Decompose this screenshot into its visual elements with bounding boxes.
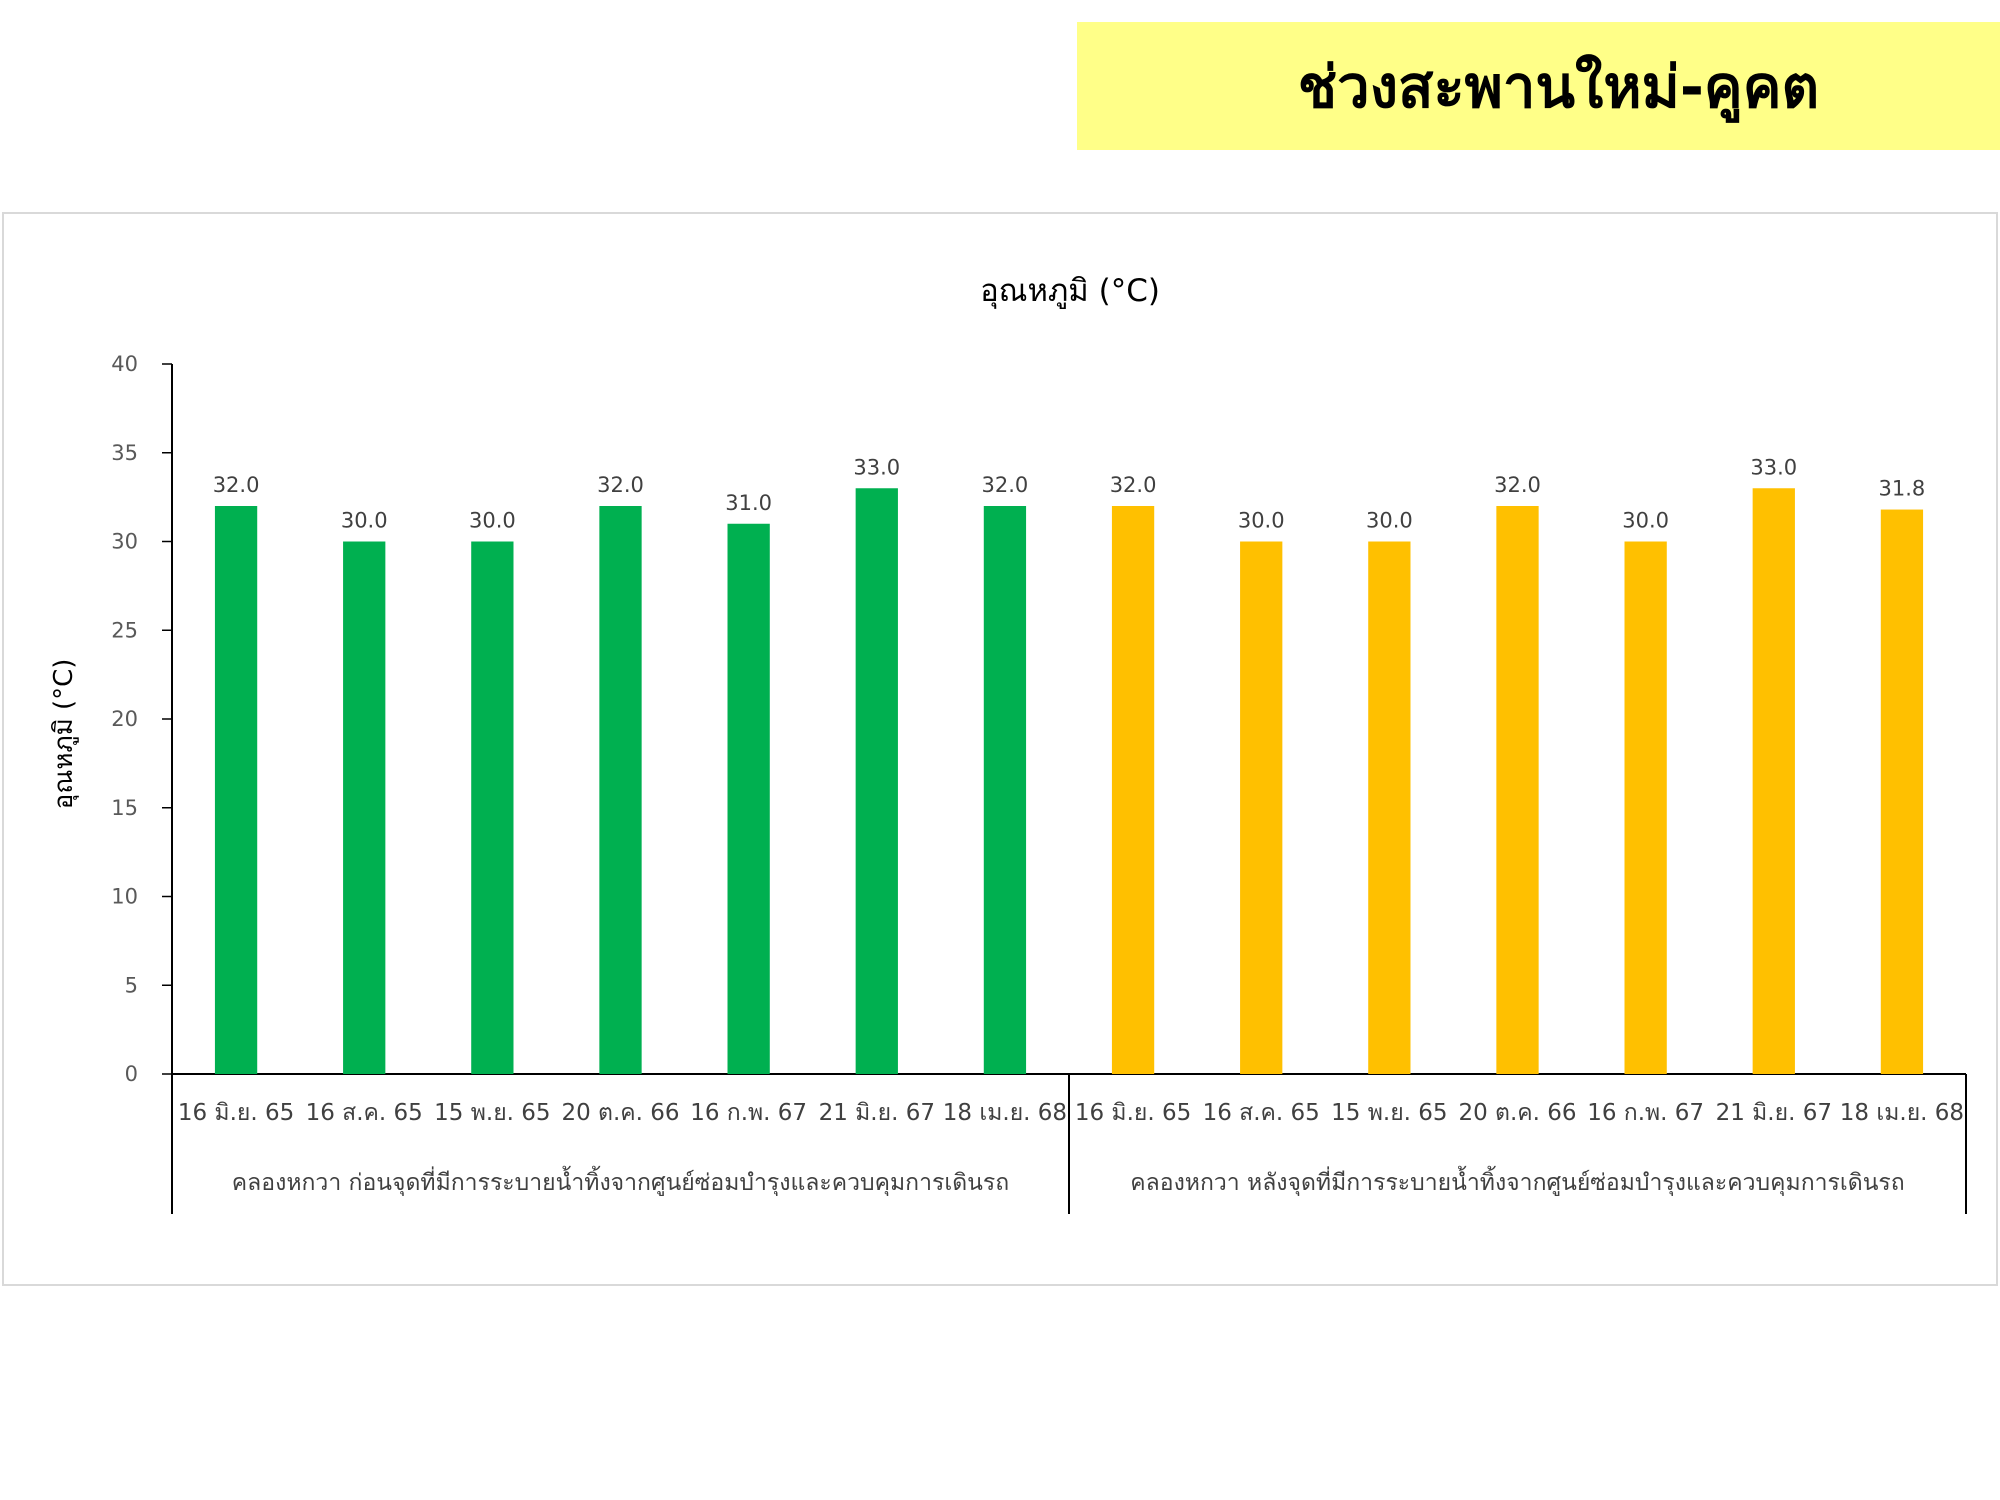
bar	[214, 506, 258, 1074]
category-label: 18 เม.ย. 68	[1840, 1100, 1964, 1126]
category-label: 16 ส.ค. 65	[1203, 1100, 1320, 1126]
bar	[343, 541, 386, 1074]
data-label: 30.0	[469, 509, 516, 533]
data-label: 31.0	[725, 491, 772, 515]
category-label: 16 ก.พ. 67	[690, 1100, 807, 1126]
data-label: 33.0	[1750, 455, 1797, 479]
group-label: คลองหกวา ก่อนจุดที่มีการระบายน้ำทิ้งจากศ…	[232, 1166, 1009, 1196]
category-label: 20 ต.ค. 66	[561, 1100, 679, 1126]
y-tick-label: 35	[111, 441, 138, 465]
bar	[1496, 506, 1539, 1074]
y-tick-label: 15	[111, 796, 138, 820]
y-tick-label: 25	[111, 618, 138, 642]
category-label: 21 มิ.ย. 67	[819, 1100, 935, 1126]
y-tick-label: 20	[111, 707, 138, 731]
plot-area: 0 5 10 15 20 25 30 35 40 32.0 16 มิ.ย. 65 30.0 16 ส.…	[111, 352, 1967, 1214]
category-label: 16 ส.ค. 65	[306, 1100, 423, 1126]
data-label: 30.0	[1622, 509, 1669, 533]
bar	[727, 523, 770, 1074]
y-tick-label: 40	[111, 352, 138, 376]
bar	[1880, 509, 1924, 1074]
category-label: 15 พ.ย. 65	[1331, 1100, 1447, 1126]
y-tick-label: 10	[111, 885, 138, 909]
data-label: 33.0	[853, 455, 900, 479]
bar	[1752, 488, 1795, 1074]
group-label: คลองหกวา หลังจุดที่มีการระบายน้ำทิ้งจากศ…	[1130, 1166, 1904, 1196]
data-label: 30.0	[1238, 509, 1285, 533]
bar	[1111, 506, 1155, 1074]
header-banner: ช่วงสะพานใหม่-คูคต	[1077, 22, 2000, 150]
bar	[1624, 541, 1667, 1074]
category-label: 21 มิ.ย. 67	[1716, 1100, 1832, 1126]
chart-svg: อุณหภูมิ (°C) อุณหภูมิ (°C) 0 5 10 15 20 25 30…	[49, 273, 1967, 1214]
category-label: 16 ก.พ. 67	[1587, 1100, 1704, 1126]
category-label: 20 ต.ค. 66	[1458, 1100, 1576, 1126]
data-label: 30.0	[1366, 509, 1413, 533]
bar	[1368, 541, 1411, 1074]
page-title: ช่วงสะพานใหม่-คูคต	[1297, 52, 1820, 121]
data-label: 32.0	[213, 473, 260, 497]
data-label: 32.0	[597, 473, 644, 497]
category-label: 15 พ.ย. 65	[434, 1100, 550, 1126]
y-tick-label: 30	[111, 530, 138, 554]
data-label: 30.0	[341, 509, 388, 533]
category-label: 18 เม.ย. 68	[943, 1100, 1067, 1126]
chart-frame: อุณหภูมิ (°C) อุณหภูมิ (°C) 0 5 10 15 20 25 30…	[2, 212, 1998, 1286]
y-axis-label: อุณหภูมิ (°C)	[49, 659, 79, 810]
data-label: 31.8	[1879, 477, 1926, 501]
chart-title: อุณหภูมิ (°C)	[980, 273, 1160, 310]
data-label: 32.0	[982, 473, 1029, 497]
category-label: 16 มิ.ย. 65	[178, 1100, 294, 1126]
bar	[599, 506, 642, 1074]
bar	[855, 488, 898, 1074]
bar	[471, 541, 514, 1074]
data-label: 32.0	[1110, 473, 1157, 497]
data-label: 32.0	[1494, 473, 1541, 497]
bar	[983, 506, 1027, 1074]
bar	[1240, 541, 1283, 1074]
y-tick-label: 0	[125, 1062, 138, 1086]
category-label: 16 มิ.ย. 65	[1075, 1100, 1191, 1126]
y-tick-label: 5	[125, 973, 138, 997]
